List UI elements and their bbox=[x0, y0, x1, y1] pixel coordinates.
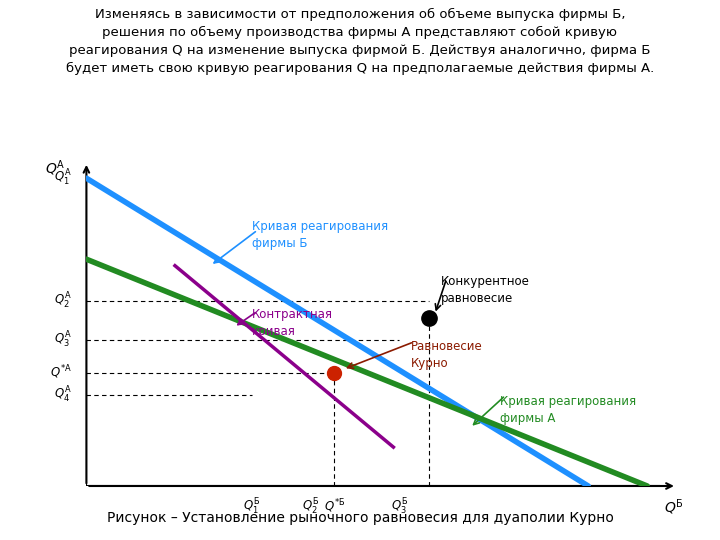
Text: $Q_2^{\rm A}$: $Q_2^{\rm A}$ bbox=[54, 291, 71, 312]
Text: $Q_3^{\rm A}$: $Q_3^{\rm A}$ bbox=[54, 330, 71, 350]
Text: $Q^{\rm Б}$: $Q^{\rm Б}$ bbox=[664, 497, 684, 517]
Text: $Q_2^{\rm Б}$: $Q_2^{\rm Б}$ bbox=[302, 497, 319, 517]
Text: $Q_1^{\rm Б}$: $Q_1^{\rm Б}$ bbox=[243, 497, 260, 517]
Text: Контрактная
кривая: Контрактная кривая bbox=[252, 308, 333, 338]
Text: Кривая реагирования
фирмы А: Кривая реагирования фирмы А bbox=[500, 395, 636, 426]
Text: $Q_1^{\rm A}$: $Q_1^{\rm A}$ bbox=[54, 168, 71, 188]
Text: Изменяясь в зависимости от предположения об объеме выпуска фирмы Б,
решения по о: Изменяясь в зависимости от предположения… bbox=[66, 8, 654, 75]
Text: Рисунок – Установление рыночного равновесия для дуаполии Курно: Рисунок – Установление рыночного равнове… bbox=[107, 511, 613, 525]
Text: Кривая реагирования
фирмы Б: Кривая реагирования фирмы Б bbox=[252, 220, 388, 251]
Text: $Q^{*\rm A}$: $Q^{*\rm A}$ bbox=[50, 364, 71, 381]
Text: Конкурентное
равновесие: Конкурентное равновесие bbox=[441, 275, 529, 306]
Text: Равновесие
Курно: Равновесие Курно bbox=[411, 340, 483, 370]
Text: $Q_4^{\rm A}$: $Q_4^{\rm A}$ bbox=[54, 385, 71, 406]
Text: $Q_3^{\rm Б}$: $Q_3^{\rm Б}$ bbox=[391, 497, 408, 517]
Text: $Q^{*\rm Б}$: $Q^{*\rm Б}$ bbox=[324, 497, 345, 515]
Text: $Q^{\rm A}$: $Q^{\rm A}$ bbox=[45, 159, 66, 178]
